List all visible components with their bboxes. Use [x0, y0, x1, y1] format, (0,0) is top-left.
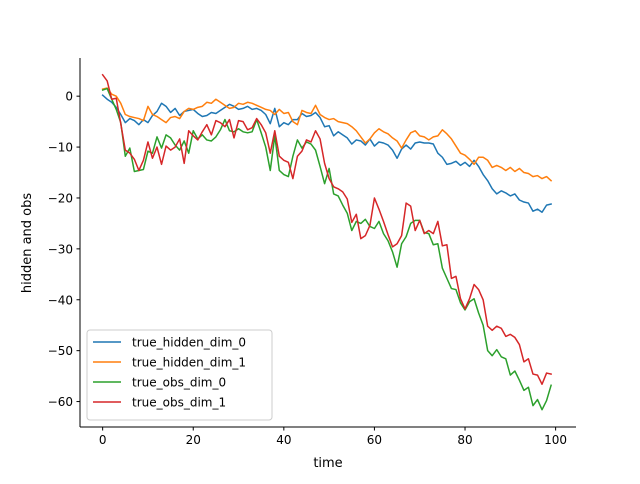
y-tick-label: −30 [48, 242, 73, 256]
series-line-true-obs-dim-0 [101, 87, 553, 411]
x-axis-label: time [313, 456, 342, 471]
x-tick-label: 100 [544, 433, 567, 447]
legend-label: true_hidden_dim_1 [132, 356, 246, 370]
x-tick-label: 40 [276, 433, 291, 447]
legend-label: true_hidden_dim_0 [132, 336, 246, 350]
plot-lines [101, 73, 553, 411]
x-tick-label: 80 [457, 433, 472, 447]
legend: true_hidden_dim_0 true_hidden_dim_1 true_o… [86, 329, 273, 421]
y-tick-label: −10 [48, 141, 73, 155]
y-tick-label: −20 [48, 191, 73, 205]
y-tick-label: −40 [48, 293, 73, 307]
legend-label: true_obs_dim_1 [132, 396, 226, 410]
x-tick-label: 0 [99, 433, 107, 447]
series-line-true-hidden-dim-1 [101, 87, 553, 182]
legend-label: true_obs_dim_0 [132, 376, 226, 390]
series-line-true-obs-dim-1 [101, 73, 552, 385]
x-tick-label: 20 [186, 433, 201, 447]
series-line-true-hidden-dim-0 [101, 94, 552, 213]
x-tick-label: 60 [367, 433, 382, 447]
y-axis-label: hidden and obs [20, 193, 35, 294]
axes: 0 20 40 60 80 100 0 −10 −20 −30 −40 −50 −60 time hi… [20, 58, 576, 471]
y-tick-label: −50 [48, 344, 73, 358]
y-tick-label: −60 [48, 395, 73, 409]
legend-entries: true_hidden_dim_0 true_hidden_dim_1 true_o… [93, 336, 246, 410]
legend-frame [86, 329, 273, 421]
x-ticks: 0 20 40 60 80 100 [99, 427, 567, 447]
y-tick-label: 0 [65, 90, 73, 104]
y-ticks: 0 −10 −20 −30 −40 −50 −60 [48, 90, 80, 409]
